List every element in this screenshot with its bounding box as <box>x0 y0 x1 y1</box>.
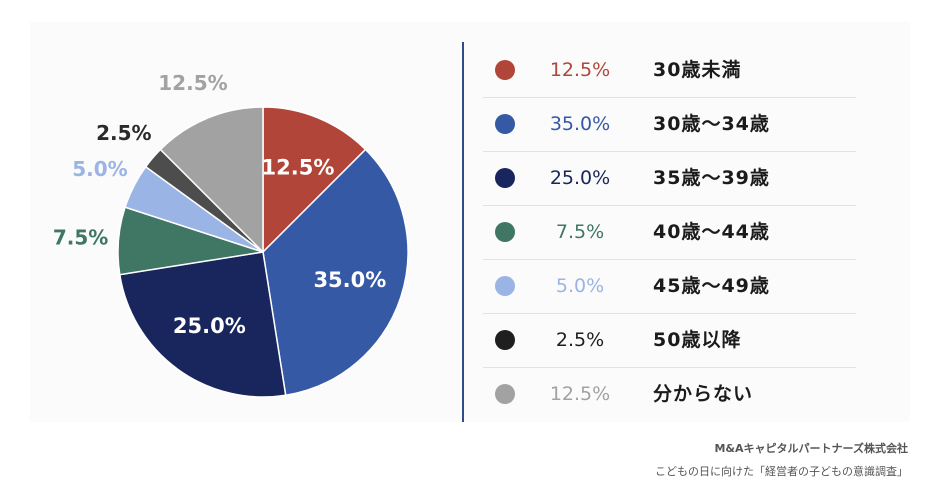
pie-slice-1 <box>262 148 409 397</box>
pie-slice-label-0: 12.5% <box>262 156 335 180</box>
legend-swatch-0 <box>495 60 515 80</box>
pie-slice-label-5: 2.5% <box>96 121 151 145</box>
pie-slice-label-6: 12.5% <box>158 71 227 95</box>
legend-swatch-2 <box>495 168 515 188</box>
pie-slice-6 <box>159 106 264 254</box>
legend-percent-5: 2.5% <box>555 329 605 351</box>
legend-category-5: 50歳以降 <box>653 329 742 351</box>
source-credit: M&Aキャピタルパートナーズ株式会社 <box>714 442 908 455</box>
legend-percent-0: 12.5% <box>549 59 611 81</box>
legend-item-1: 35.0% 30歳～34歳 <box>483 98 856 152</box>
legend-category-6: 分からない <box>653 383 754 405</box>
legend-percent-3: 7.5% <box>555 221 605 243</box>
legend-category-0: 30歳未満 <box>653 59 742 81</box>
legend-category-3: 40歳～44歳 <box>653 221 770 243</box>
legend-swatch-3 <box>495 222 515 242</box>
legend-item-4: 5.0% 45歳～49歳 <box>483 260 856 314</box>
legend-category-1: 30歳～34歳 <box>653 113 770 135</box>
pie-slice-2 <box>118 251 287 398</box>
legend-item-2: 25.0% 35歳～39歳 <box>483 152 856 206</box>
pie-chart: 12.5% 35.0% 25.0% 7.5% 5.0% 2.5% 12.5% <box>53 71 409 398</box>
legend-swatch-1 <box>495 114 515 134</box>
pie-slice-label-4: 5.0% <box>72 157 127 181</box>
legend-percent-4: 5.0% <box>555 275 605 297</box>
legend-percent-6: 12.5% <box>549 383 611 405</box>
legend-swatch-5 <box>495 330 515 350</box>
legend: 12.5% 30歳未満 35.0% 30歳～34歳 25.0% 35歳～39歳 7.5% 40… <box>483 44 856 421</box>
legend-category-4: 45歳～49歳 <box>653 275 770 297</box>
survey-title: こどもの日に向けた「経営者の子どもの意識調査」 <box>655 465 908 478</box>
pie-slice-label-3: 7.5% <box>53 226 108 250</box>
legend-swatch-6 <box>495 384 515 404</box>
legend-percent-1: 35.0% <box>549 113 611 135</box>
legend-category-2: 35歳～39歳 <box>653 167 770 189</box>
legend-percent-2: 25.0% <box>549 167 611 189</box>
legend-item-3: 7.5% 40歳～44歳 <box>483 206 856 260</box>
legend-item-0: 12.5% 30歳未満 <box>483 44 856 98</box>
pie-slice-0 <box>262 106 367 254</box>
pie-slice-label-2: 25.0% <box>173 314 246 338</box>
legend-item-5: 2.5% 50歳以降 <box>483 314 856 368</box>
legend-divider <box>462 42 464 422</box>
legend-item-6: 12.5% 分からない <box>483 368 856 421</box>
pie-slice-label-1: 35.0% <box>313 268 386 292</box>
legend-swatch-4 <box>495 276 515 296</box>
